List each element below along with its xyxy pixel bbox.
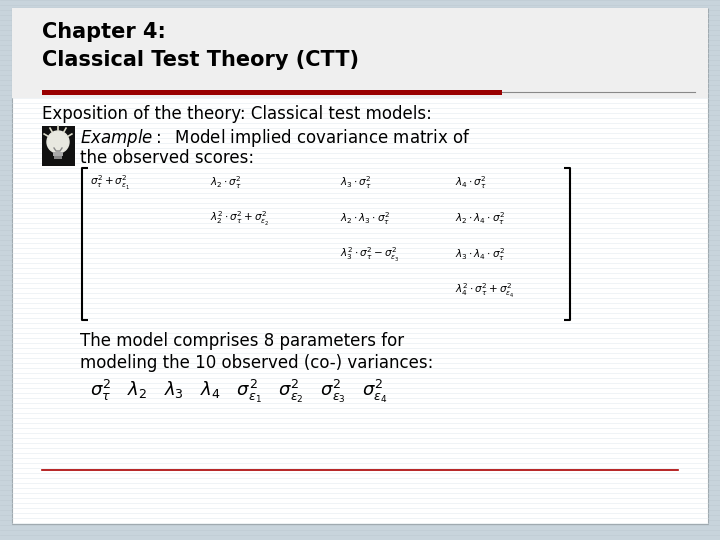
Text: Classical Test Theory (CTT): Classical Test Theory (CTT): [42, 50, 359, 70]
Text: $\mathit{Example:}$  Model implied covariance matrix of: $\mathit{Example:}$ Model implied covari…: [80, 127, 471, 149]
Circle shape: [47, 131, 69, 153]
Text: $\lambda_4^2 \cdot \sigma_{\tau}^{2}+\sigma_{\varepsilon_4}^{2}$: $\lambda_4^2 \cdot \sigma_{\tau}^{2}+\si…: [455, 282, 515, 300]
FancyBboxPatch shape: [42, 126, 75, 166]
Text: Chapter 4:: Chapter 4:: [42, 22, 166, 42]
Text: The model comprises 8 parameters for: The model comprises 8 parameters for: [80, 332, 404, 350]
Text: $\sigma_{\tau}^{2}+\sigma_{\varepsilon_1}^{2}$: $\sigma_{\tau}^{2}+\sigma_{\varepsilon_1…: [90, 174, 130, 192]
Text: $\lambda_2 \cdot \sigma_{\tau}^{2}$: $\lambda_2 \cdot \sigma_{\tau}^{2}$: [210, 174, 242, 191]
Text: $\lambda_4 \cdot \sigma_{\tau}^{2}$: $\lambda_4 \cdot \sigma_{\tau}^{2}$: [455, 174, 487, 191]
Text: modeling the 10 observed (co-) variances:: modeling the 10 observed (co-) variances…: [80, 354, 433, 372]
Text: $\lambda_2 \cdot \lambda_4 \cdot \sigma_{\tau}^{2}$: $\lambda_2 \cdot \lambda_4 \cdot \sigma_…: [455, 210, 505, 227]
Text: $\lambda_3 \cdot \sigma_{\tau}^{2}$: $\lambda_3 \cdot \sigma_{\tau}^{2}$: [340, 174, 372, 191]
Bar: [53, 152, 63, 156]
Text: $\sigma_{\tau}^{2}$   $\lambda_2$   $\lambda_3$   $\lambda_4$   $\sigma_{\vareps: $\sigma_{\tau}^{2}$ $\lambda_2$ $\lambda…: [90, 378, 388, 405]
Text: $\lambda_3^2 \cdot \sigma_{\tau}^{2}-\sigma_{\varepsilon_3}^{2}$: $\lambda_3^2 \cdot \sigma_{\tau}^{2}-\si…: [340, 246, 400, 264]
FancyBboxPatch shape: [12, 8, 708, 98]
Text: $\lambda_3 \cdot \lambda_4 \cdot \sigma_{\tau}^{2}$: $\lambda_3 \cdot \lambda_4 \cdot \sigma_…: [455, 246, 505, 263]
FancyBboxPatch shape: [12, 8, 708, 524]
Text: the observed scores:: the observed scores:: [80, 149, 254, 167]
Text: Exposition of the theory: Classical test models:: Exposition of the theory: Classical test…: [42, 105, 432, 123]
Bar: [54, 156, 62, 159]
Text: $\lambda_2^2 \cdot \sigma_{\tau}^{2}+\sigma_{\varepsilon_2}^{2}$: $\lambda_2^2 \cdot \sigma_{\tau}^{2}+\si…: [210, 210, 269, 228]
Text: $\lambda_2 \cdot \lambda_3 \cdot \sigma_{\tau}^{2}$: $\lambda_2 \cdot \lambda_3 \cdot \sigma_…: [340, 210, 390, 227]
Bar: [42, 90, 502, 95]
